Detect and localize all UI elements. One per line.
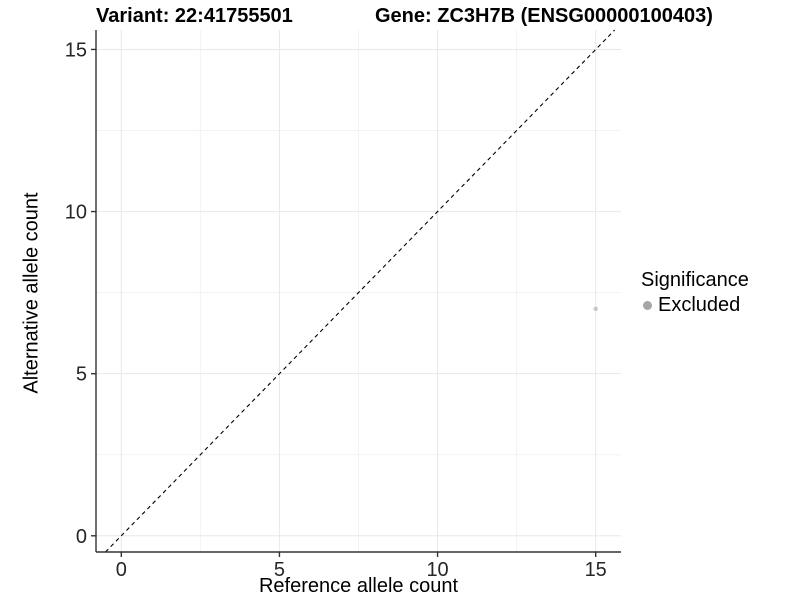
y-axis-title: Alternative allele count xyxy=(20,192,43,394)
legend: Significance Excluded xyxy=(639,269,749,317)
y-tick-label: 5 xyxy=(76,364,87,386)
y-tick-label: 10 xyxy=(65,202,87,224)
x-tick-label: 0 xyxy=(116,559,127,581)
data-point xyxy=(593,306,598,312)
identity-dashed-line xyxy=(105,29,616,553)
variant-title: Variant: 22:41755501 xyxy=(96,5,293,27)
legend-item-label: Excluded xyxy=(658,294,741,316)
gene-title: Gene: ZC3H7B (ENSG00000100403) xyxy=(375,5,713,27)
x-axis-title: Reference allele count xyxy=(258,575,458,597)
excluded-point-icon xyxy=(643,301,652,310)
y-tick-label: 0 xyxy=(76,526,87,548)
x-tick-label: 5 xyxy=(274,559,285,581)
y-tick-label: 15 xyxy=(65,39,87,61)
x-tick-label: 10 xyxy=(426,559,448,581)
x-tick-label: 15 xyxy=(585,559,607,581)
legend-item-excluded: Excluded xyxy=(639,294,749,317)
legend-title: Significance xyxy=(641,269,749,291)
